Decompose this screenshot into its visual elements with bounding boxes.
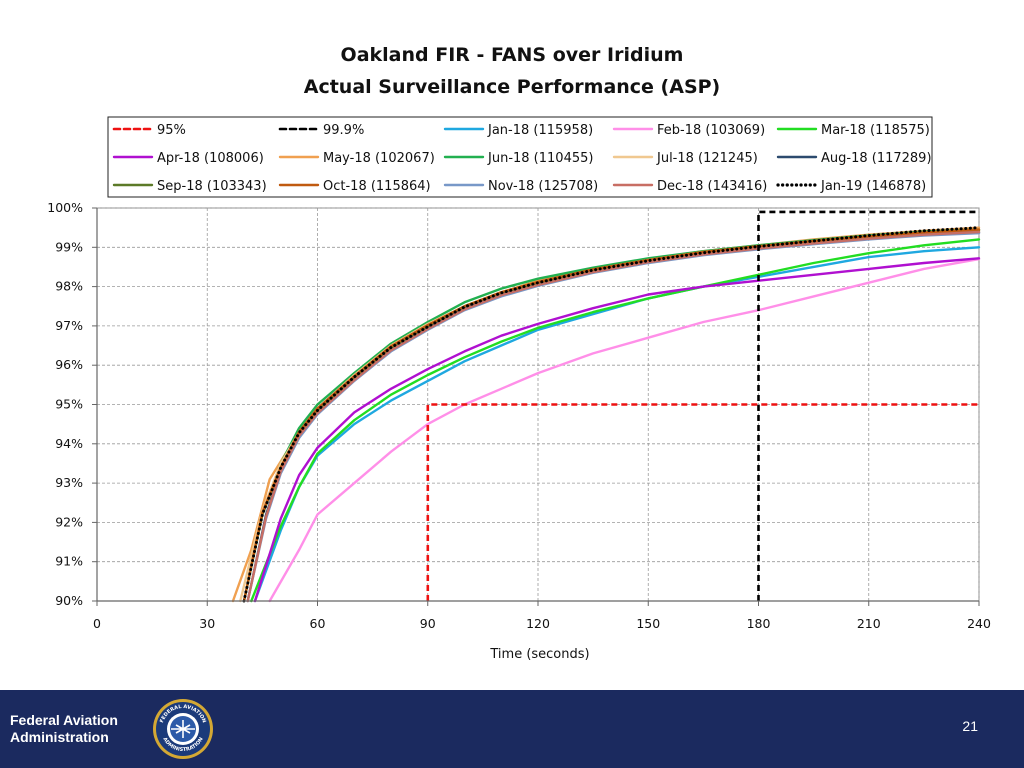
y-tick-label: 94% [55,436,83,451]
legend-label-jun-18: Jun-18 (110455) [487,151,593,166]
y-tick-label: 99% [55,239,83,254]
reference-line-95 [426,403,979,601]
reference-lines [426,210,979,601]
x-tick-label: 0 [93,616,101,631]
agency-line-2: Administration [10,729,109,745]
x-tick-label: 60 [310,616,326,631]
x-tick-label: 90 [420,616,436,631]
legend-label-nov-18: Nov-18 (125708) [488,179,598,194]
legend-label-95: 95% [157,123,186,138]
legend-label-jan-19: Jan-19 (146878) [820,179,926,194]
x-tick-label: 180 [747,616,771,631]
series-line-apr-18 [253,257,981,603]
x-axis-label: Time (seconds) [489,647,589,662]
series-line-jan-19 [242,226,981,603]
y-tick-label: 97% [55,318,83,333]
y-tick-label: 92% [55,514,83,529]
page-number: 21 [962,718,978,734]
y-tick-label: 93% [55,475,83,490]
y-tick-label: 91% [55,554,83,569]
agency-line-1: Federal Aviation [10,712,118,728]
legend-label-apr-18: Apr-18 (108006) [157,151,264,166]
legend: 95% 99.9% Jan-18 (115958) Feb-18 (103069) Ma… [107,116,933,198]
series-line-dec-18 [246,230,981,603]
legend-label-feb-18: Feb-18 (103069) [657,123,765,138]
x-tick-label: 240 [967,616,991,631]
x-tick-label: 210 [857,616,881,631]
footer-bar: Federal Aviation Administration FEDERAL … [0,690,1024,768]
series-layer [231,226,981,603]
chart-title-line-2: Actual Surveillance Performance (ASP) [303,76,721,98]
faa-seal-icon: FEDERAL AVIATION ADMINISTRATION [153,699,213,759]
legend-label-dec-18: Dec-18 (143416) [657,179,767,194]
legend-label-99-9: 99.9% [323,123,364,138]
legend-label-jul-18: Jul-18 (121245) [656,151,758,166]
y-tick-label: 98% [55,279,83,294]
axes: 90% 91% 92% 93% 94% 95% 96% 97% 98% 99% 100% 0 30 60 9… [47,200,991,631]
series-line-mar-18 [250,238,981,603]
x-tick-label: 30 [199,616,215,631]
x-tick-label: 120 [526,616,550,631]
series-line-feb-18 [268,257,981,603]
legend-label-jan-18: Jan-18 (115958) [487,123,593,138]
chart: 95% 99.9% Jan-18 (115958) Feb-18 (103069) Ma… [47,116,991,662]
y-tick-label: 90% [55,593,83,608]
y-tick-label: 95% [55,397,83,412]
x-tick-label: 150 [636,616,660,631]
legend-label-oct-18: Oct-18 (115864) [323,179,431,194]
legend-label-mar-18: Mar-18 (118575) [821,123,930,138]
y-tick-label: 96% [55,357,83,372]
agency-name: Federal Aviation Administration [10,712,118,746]
chart-title-line-1: Oakland FIR - FANS over Iridium [340,44,684,66]
legend-label-sep-18: Sep-18 (103343) [157,179,267,194]
y-tick-label: 100% [47,200,83,215]
legend-label-aug-18: Aug-18 (117289) [821,151,932,166]
legend-label-may-18: May-18 (102067) [323,151,435,166]
